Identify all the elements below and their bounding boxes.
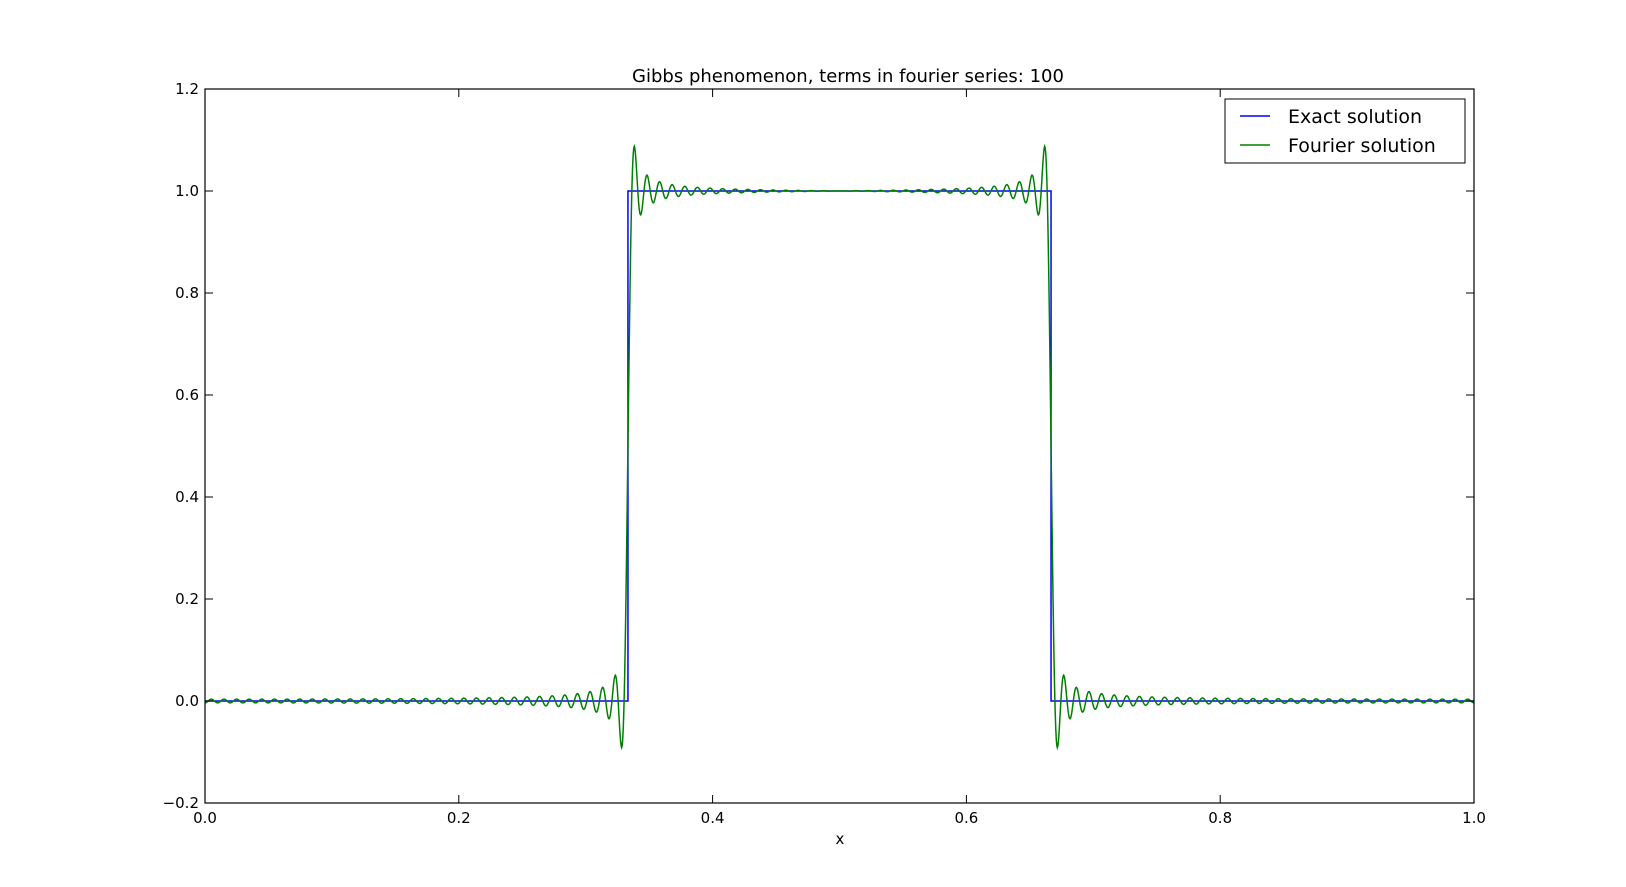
x-tick-label: 0.8 bbox=[1208, 809, 1232, 827]
x-tick-label: 0.0 bbox=[193, 809, 217, 827]
x-tick-label: 0.4 bbox=[701, 809, 725, 827]
plot-lines bbox=[204, 143, 1475, 751]
legend-box bbox=[1224, 98, 1466, 164]
y-tick-label: 0.2 bbox=[175, 590, 199, 608]
y-tick-label: 1.0 bbox=[175, 182, 199, 200]
y-axis: −0.2 0.0 0.2 0.4 0.6 0.8 1.0 1.2 bbox=[163, 80, 1474, 812]
y-tick-label: 1.2 bbox=[175, 80, 199, 98]
chart-title: Gibbs phenomenon, terms in fourier serie… bbox=[632, 66, 1064, 87]
x-axis: 0.0 0.2 0.4 0.6 0.8 1.0 bbox=[193, 89, 1486, 827]
x-tick-label: 0.6 bbox=[954, 809, 978, 827]
legend: Exact solution Fourier solution bbox=[1224, 98, 1466, 164]
y-tick-label: −0.2 bbox=[163, 794, 199, 812]
legend-label: Exact solution bbox=[1288, 106, 1422, 128]
y-tick-label: 0.4 bbox=[175, 488, 199, 506]
y-tick-label: 0.8 bbox=[175, 284, 199, 302]
y-tick-label: 0.0 bbox=[175, 692, 199, 710]
x-tick-label: 1.0 bbox=[1462, 809, 1486, 827]
legend-label: Fourier solution bbox=[1288, 135, 1436, 157]
plot-frame bbox=[204, 88, 1475, 804]
series-line-fourier-solution bbox=[204, 143, 1475, 751]
x-axis-label: x bbox=[836, 830, 845, 848]
x-tick-label: 0.2 bbox=[447, 809, 471, 827]
y-tick-label: 0.6 bbox=[175, 386, 199, 404]
